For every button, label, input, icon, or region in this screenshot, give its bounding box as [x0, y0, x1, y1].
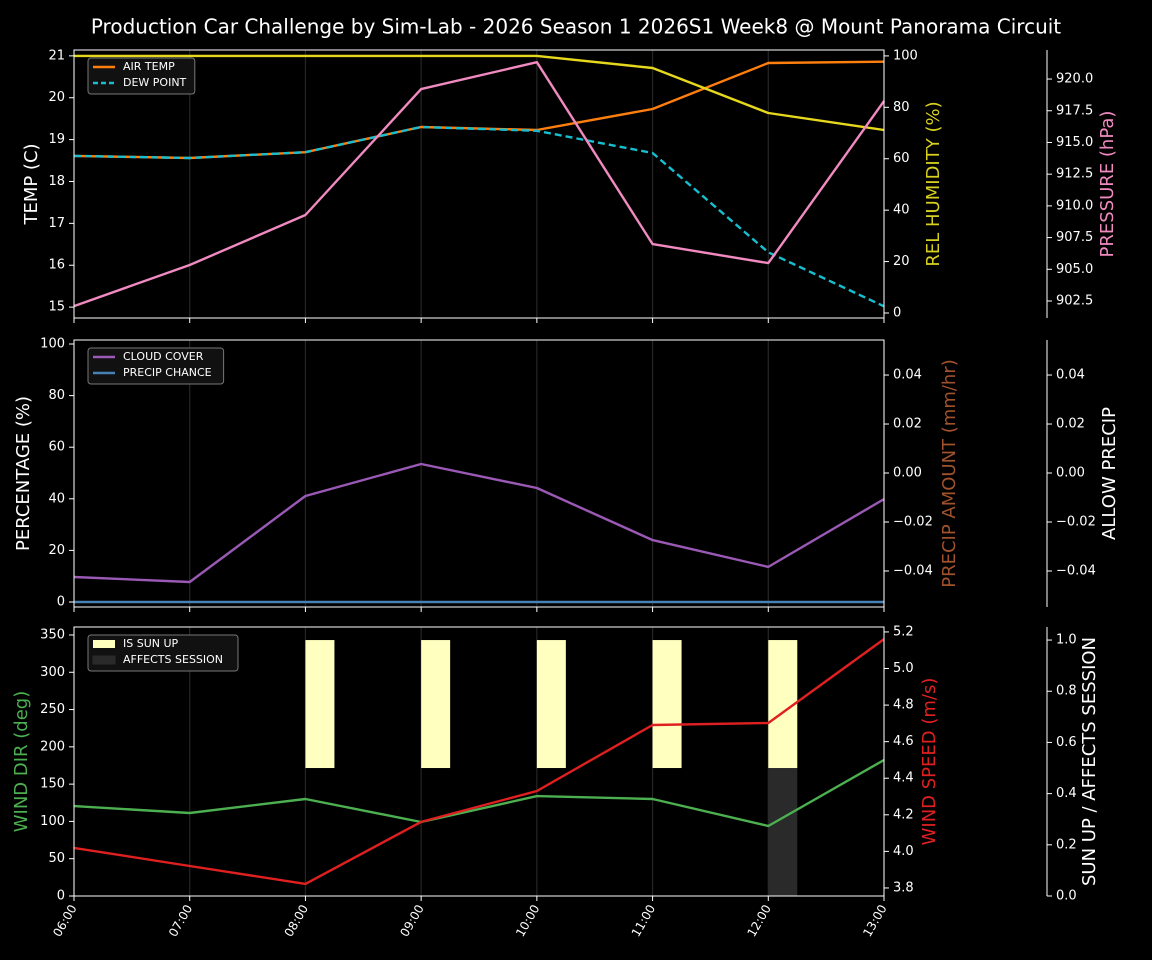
line-series: [73, 61, 885, 308]
y-tick-label: 0.02: [1056, 417, 1085, 432]
y-tick-label: 200: [40, 739, 65, 754]
legend-label: IS SUN UP: [123, 637, 179, 650]
bar: [536, 640, 566, 769]
axis-label: PRESSURE (hPa): [1097, 111, 1118, 258]
y-tick-label: 5.0: [893, 661, 914, 676]
y-tick-label: 5.2: [893, 624, 914, 639]
legend-box: [87, 347, 225, 385]
legend-box: [87, 634, 239, 672]
y-tick-label: 60: [893, 151, 910, 166]
y-tick-label: 910.0: [1056, 198, 1093, 213]
y-tick-label: 915.0: [1056, 135, 1093, 150]
legend-swatch: [92, 655, 116, 665]
axis-label: SUN UP / AFFECTS SESSION: [1079, 637, 1100, 886]
y-tick-label: 17: [48, 216, 65, 231]
y-tick-label: 21: [48, 48, 65, 63]
y-tick-label: 250: [40, 702, 65, 717]
y-tick-label: 100: [40, 336, 65, 351]
y-tick-label: 0.0: [1056, 889, 1077, 904]
y-tick-label: 907.5: [1056, 230, 1093, 245]
y-tick-label: 60: [48, 440, 65, 455]
line-series: [73, 758, 885, 828]
y-tick-label: 80: [893, 100, 910, 115]
y-tick-label: 0.04: [893, 368, 922, 383]
legend-label: AIR TEMP: [123, 60, 175, 73]
y-tick-label: 0.2: [1056, 837, 1077, 852]
y-tick-label: 920.0: [1056, 72, 1093, 87]
line-series: [74, 54, 885, 132]
y-tick-label: 0.02: [893, 417, 922, 432]
y-tick-label: 4.2: [893, 807, 914, 822]
axis-label: WIND DIR (deg): [11, 691, 32, 833]
legend-label: CLOUD COVER: [123, 350, 204, 363]
y-tick-label: 19: [48, 132, 65, 147]
y-tick-label: 0.00: [1056, 466, 1085, 481]
plot-frame: [73, 49, 885, 319]
line-series: [73, 462, 885, 584]
line-series: [73, 125, 885, 308]
bar: [421, 640, 451, 769]
y-tick-label: 912.5: [1056, 167, 1093, 182]
y-tick-label: 40: [48, 491, 65, 506]
y-tick-label: 0: [893, 305, 901, 320]
y-tick-label: 50: [48, 851, 65, 866]
legend-label: AFFECTS SESSION: [123, 653, 223, 666]
y-tick-label: 0: [57, 594, 65, 609]
bar: [652, 640, 682, 769]
y-tick-label: 902.5: [1056, 294, 1093, 309]
plot-frame: [73, 339, 885, 608]
legend-label: DEW POINT: [123, 76, 187, 89]
bar: [768, 768, 798, 896]
y-tick-label: 20: [48, 90, 65, 105]
plot-frame: [73, 626, 885, 897]
y-tick-label: −0.04: [893, 563, 933, 578]
y-tick-label: 18: [48, 174, 65, 189]
y-tick-label: 80: [48, 388, 65, 403]
axis-label: ALLOW PRECIP: [1099, 407, 1120, 540]
bar: [305, 640, 335, 769]
y-tick-label: 20: [48, 543, 65, 558]
axis-label: PERCENTAGE (%): [13, 396, 34, 551]
axis-label: TEMP (C): [21, 143, 42, 225]
y-tick-label: −0.04: [1056, 563, 1096, 578]
y-tick-label: 1.0: [1056, 633, 1077, 648]
y-tick-label: 4.0: [893, 844, 914, 859]
y-tick-label: 0.04: [1056, 368, 1085, 383]
chart-title: Production Car Challenge by Sim-Lab - 20…: [91, 15, 1061, 39]
y-tick-label: 15: [48, 300, 65, 315]
legend-swatch: [93, 640, 115, 648]
y-tick-label: 4.6: [893, 734, 914, 749]
y-tick-label: 150: [40, 777, 65, 792]
y-tick-label: 0.8: [1056, 684, 1077, 699]
y-tick-label: 16: [48, 258, 65, 273]
y-tick-label: 905.0: [1056, 262, 1093, 277]
y-tick-label: 917.5: [1056, 103, 1093, 118]
y-tick-label: 0.00: [893, 466, 922, 481]
line-series: [73, 638, 885, 886]
y-tick-label: 0.6: [1056, 735, 1077, 750]
y-tick-label: 3.8: [893, 880, 914, 895]
axis-label: WIND SPEED (m/s): [919, 678, 940, 846]
y-tick-label: 0: [57, 889, 65, 904]
y-tick-label: −0.02: [893, 515, 933, 530]
y-tick-label: 4.8: [893, 698, 914, 713]
legend-label: PRECIP CHANCE: [123, 366, 212, 379]
y-tick-label: 0.4: [1056, 786, 1077, 801]
axis-label: PRECIP AMOUNT (mm/hr): [939, 359, 960, 588]
y-tick-label: 350: [40, 627, 65, 642]
y-tick-label: −0.02: [1056, 515, 1096, 530]
y-tick-label: 100: [893, 48, 918, 63]
axis-label: REL HUMIDITY (%): [923, 101, 944, 266]
y-tick-label: 300: [40, 665, 65, 680]
y-tick-label: 20: [893, 254, 910, 269]
y-tick-label: 4.4: [893, 771, 914, 786]
y-tick-label: 40: [893, 203, 910, 218]
y-tick-label: 100: [40, 814, 65, 829]
